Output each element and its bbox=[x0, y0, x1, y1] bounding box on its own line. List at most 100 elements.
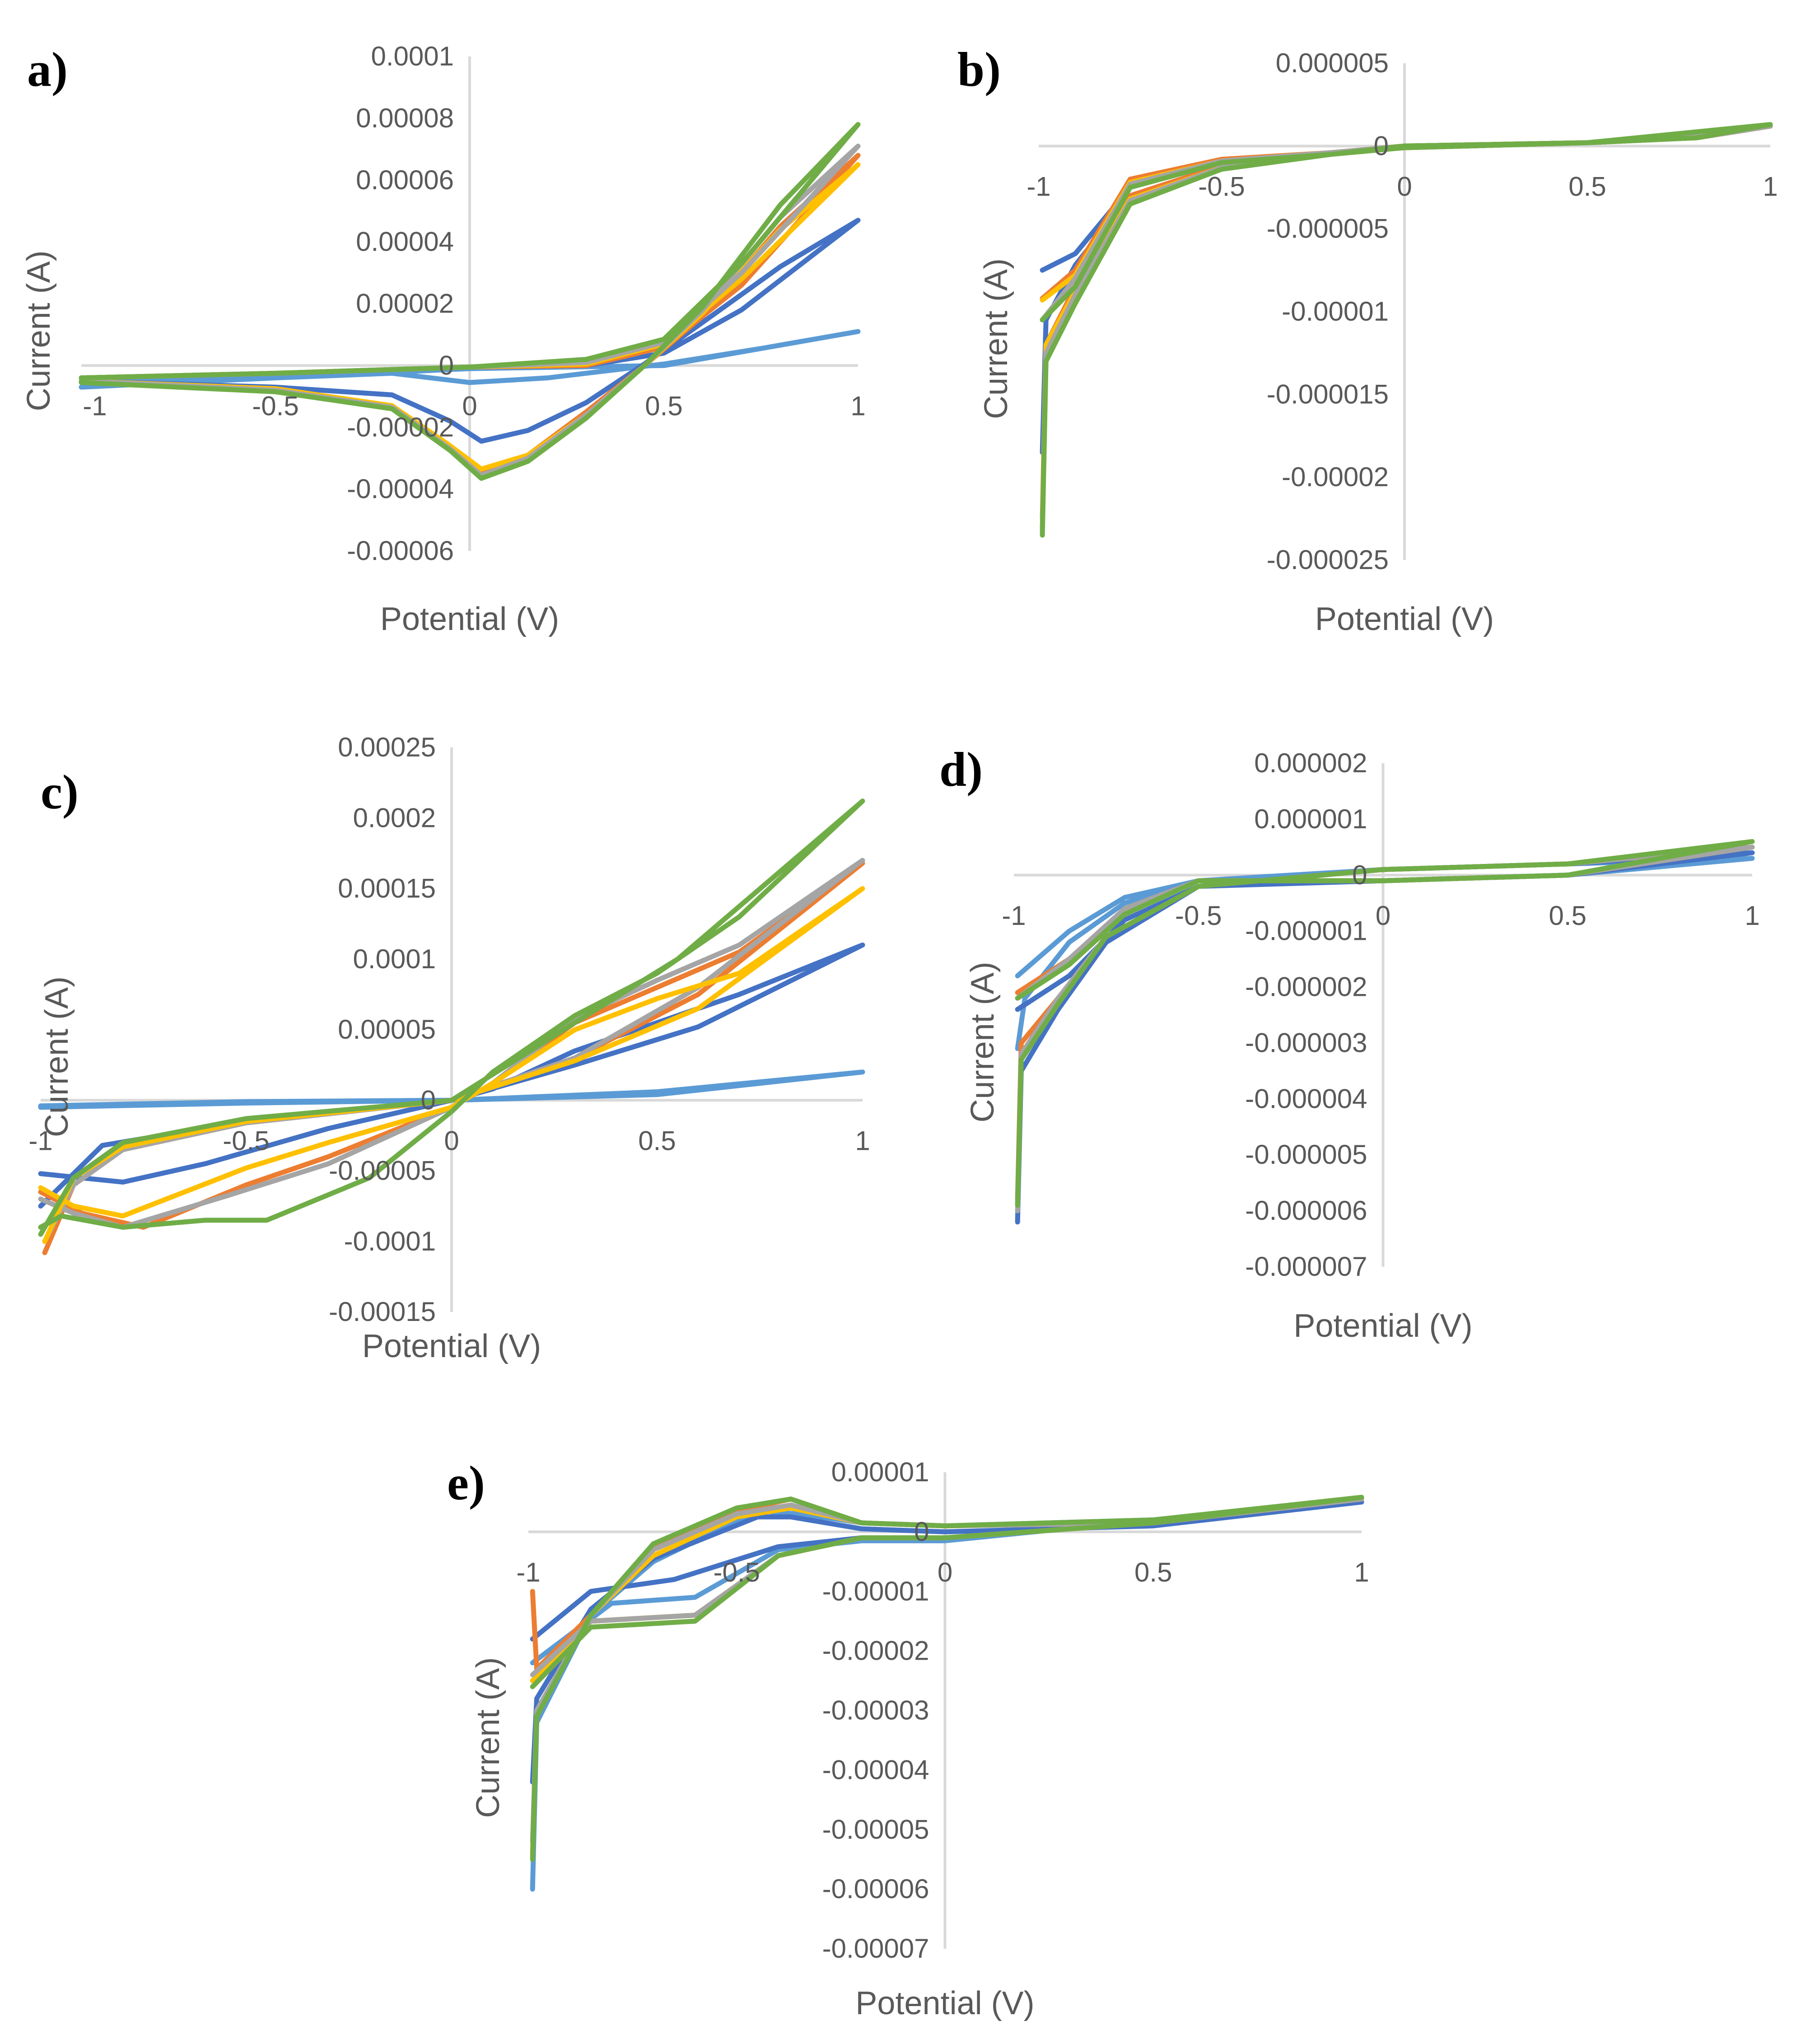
chart-panel-3: 0.00025 0.0002 0.00015 0.0001 0.00005 0 -0.000… bbox=[28, 732, 870, 1364]
y-axis-title: Current (A) bbox=[965, 961, 1001, 1122]
cv-curve-6 bbox=[530, 1494, 1364, 1862]
x-tick-label: -0.5 bbox=[223, 1125, 269, 1156]
cv-curve-4 bbox=[530, 1496, 1364, 1856]
x-tick-label: 0 bbox=[462, 391, 477, 421]
x-tick-label: 0 bbox=[1397, 171, 1412, 201]
x-tick-label: 1 bbox=[855, 1125, 870, 1156]
y-tick-label: 0.00015 bbox=[338, 873, 436, 904]
y-tick-label: -0.00001 bbox=[1282, 296, 1389, 327]
y-tick-label: 0.000001 bbox=[1254, 804, 1367, 834]
y-tick-label: 0.000005 bbox=[1276, 48, 1389, 78]
y-tick-label: 0.000002 bbox=[1254, 748, 1367, 778]
y-tick-label: 0.00002 bbox=[356, 289, 454, 319]
y-tick-label: -0.000001 bbox=[1245, 916, 1367, 946]
y-tick-label: 0.0001 bbox=[371, 41, 454, 71]
x-tick-label: 0 bbox=[938, 1557, 952, 1587]
y-tick-label: -0.00007 bbox=[822, 1933, 929, 1964]
x-axis-title: Potential (V) bbox=[362, 1328, 541, 1364]
x-tick-label: 0 bbox=[444, 1125, 459, 1156]
x-tick-label: 1 bbox=[1354, 1557, 1369, 1587]
cv-curve-1 bbox=[1015, 856, 1755, 1051]
y-tick-label: 0.00025 bbox=[338, 732, 436, 762]
cv-curve-6 bbox=[38, 798, 865, 1237]
x-tick-label: -1 bbox=[516, 1557, 540, 1587]
y-tick-label: -0.000006 bbox=[1245, 1195, 1367, 1226]
x-tick-label: 0.5 bbox=[638, 1125, 676, 1156]
cv-curve-1 bbox=[38, 1069, 865, 1110]
y-tick-label: 0.00001 bbox=[831, 1457, 929, 1487]
x-tick-label: -0.5 bbox=[1175, 901, 1222, 931]
x-tick-label: -1 bbox=[28, 1125, 52, 1156]
x-tick-label: -0.5 bbox=[714, 1557, 760, 1587]
y-tick-label: -0.0001 bbox=[344, 1226, 436, 1256]
chart-panel-2: 0.000005 0 -0.000005 -0.00001 -0.000015 -0.00… bbox=[957, 43, 1778, 637]
y-tick-label: -0.00015 bbox=[329, 1297, 436, 1327]
cv-curve-6 bbox=[79, 122, 861, 481]
x-tick-label: 1 bbox=[1763, 171, 1778, 201]
panel-label: d) bbox=[939, 743, 983, 797]
y-axis-title: Current (A) bbox=[39, 976, 75, 1137]
y-tick-label: -0.00006 bbox=[822, 1874, 929, 1904]
x-axis-title: Potential (V) bbox=[1315, 601, 1494, 637]
x-tick-label: -0.5 bbox=[252, 391, 299, 421]
y-tick-label: -0.00005 bbox=[329, 1156, 436, 1186]
x-tick-label: -1 bbox=[1002, 901, 1026, 931]
y-tick-label: -0.000004 bbox=[1245, 1083, 1367, 1114]
y-tick-label: 0.00008 bbox=[356, 103, 454, 133]
y-tick-label: -0.000007 bbox=[1245, 1251, 1367, 1282]
cv-curve-5 bbox=[530, 1496, 1364, 1844]
x-tick-label: -1 bbox=[1026, 171, 1050, 201]
y-tick-label: -0.000002 bbox=[1245, 972, 1367, 1002]
y-tick-label: -0.000025 bbox=[1267, 545, 1389, 575]
x-tick-label: 0 bbox=[1376, 901, 1390, 931]
x-tick-label: 0.5 bbox=[1568, 171, 1606, 201]
panel-label: a) bbox=[27, 43, 68, 97]
chart-panel-4: 0.000002 0.000001 0 -0.000001 -0.000002 -0.00… bbox=[939, 743, 1760, 1344]
chart-panel-1: 0.0001 0.00008 0.00006 0.00004 0.00002 0 -0.00… bbox=[21, 41, 866, 637]
x-axis-title: Potential (V) bbox=[855, 1985, 1034, 2021]
y-tick-label: 0 bbox=[914, 1517, 929, 1547]
y-axis-title: Current (A) bbox=[978, 258, 1014, 419]
y-tick-label: 0 bbox=[1352, 860, 1367, 890]
y-tick-label: -0.000015 bbox=[1267, 379, 1389, 409]
y-tick-label: -0.000003 bbox=[1245, 1027, 1367, 1058]
x-tick-label: 1 bbox=[1745, 901, 1759, 931]
y-tick-label: -0.00001 bbox=[822, 1576, 929, 1606]
cv-curve-5 bbox=[38, 886, 865, 1244]
y-tick-label: 0.00004 bbox=[356, 227, 454, 257]
chart-panel-5: 0.00001 0 -0.00001 -0.00002 -0.00003 -0.00004… bbox=[447, 1456, 1369, 2021]
y-axis-title: Current (A) bbox=[21, 250, 57, 411]
cv-curve-5 bbox=[1015, 839, 1755, 1208]
y-tick-label: -0.00002 bbox=[347, 412, 454, 442]
y-tick-label: 0 bbox=[439, 350, 454, 380]
y-tick-label: 0 bbox=[1374, 131, 1389, 161]
y-tick-label: -0.00004 bbox=[347, 474, 454, 504]
panel-label: b) bbox=[957, 43, 1001, 97]
cv-curve-5 bbox=[1040, 122, 1773, 538]
y-tick-label: -0.00002 bbox=[822, 1636, 929, 1666]
y-axis-title: Current (A) bbox=[470, 1657, 506, 1818]
x-tick-label: -0.5 bbox=[1198, 171, 1245, 201]
x-tick-label: -1 bbox=[83, 391, 107, 421]
x-tick-label: 1 bbox=[850, 391, 865, 421]
y-tick-label: -0.000005 bbox=[1267, 214, 1389, 244]
y-tick-label: 0 bbox=[421, 1085, 436, 1115]
panel-label: c) bbox=[41, 765, 79, 819]
y-tick-label: -0.00004 bbox=[822, 1755, 929, 1785]
x-axis-title: Potential (V) bbox=[380, 601, 559, 637]
y-tick-label: -0.000005 bbox=[1245, 1139, 1367, 1170]
y-tick-label: 0.00006 bbox=[356, 165, 454, 195]
y-tick-label: -0.00002 bbox=[1282, 462, 1389, 492]
y-tick-label: -0.00003 bbox=[822, 1695, 929, 1726]
x-tick-label: 0.5 bbox=[1549, 901, 1586, 931]
x-tick-label: 0.5 bbox=[645, 391, 682, 421]
y-tick-label: 0.0002 bbox=[353, 803, 436, 833]
y-tick-label: 0.0001 bbox=[353, 944, 436, 974]
y-tick-label: -0.00005 bbox=[822, 1814, 929, 1844]
panel-label: e) bbox=[447, 1456, 485, 1510]
x-axis-title: Potential (V) bbox=[1293, 1308, 1472, 1344]
cv-curve-4 bbox=[1015, 845, 1755, 1213]
x-tick-label: 0.5 bbox=[1134, 1557, 1172, 1587]
y-tick-label: -0.00006 bbox=[347, 536, 454, 566]
